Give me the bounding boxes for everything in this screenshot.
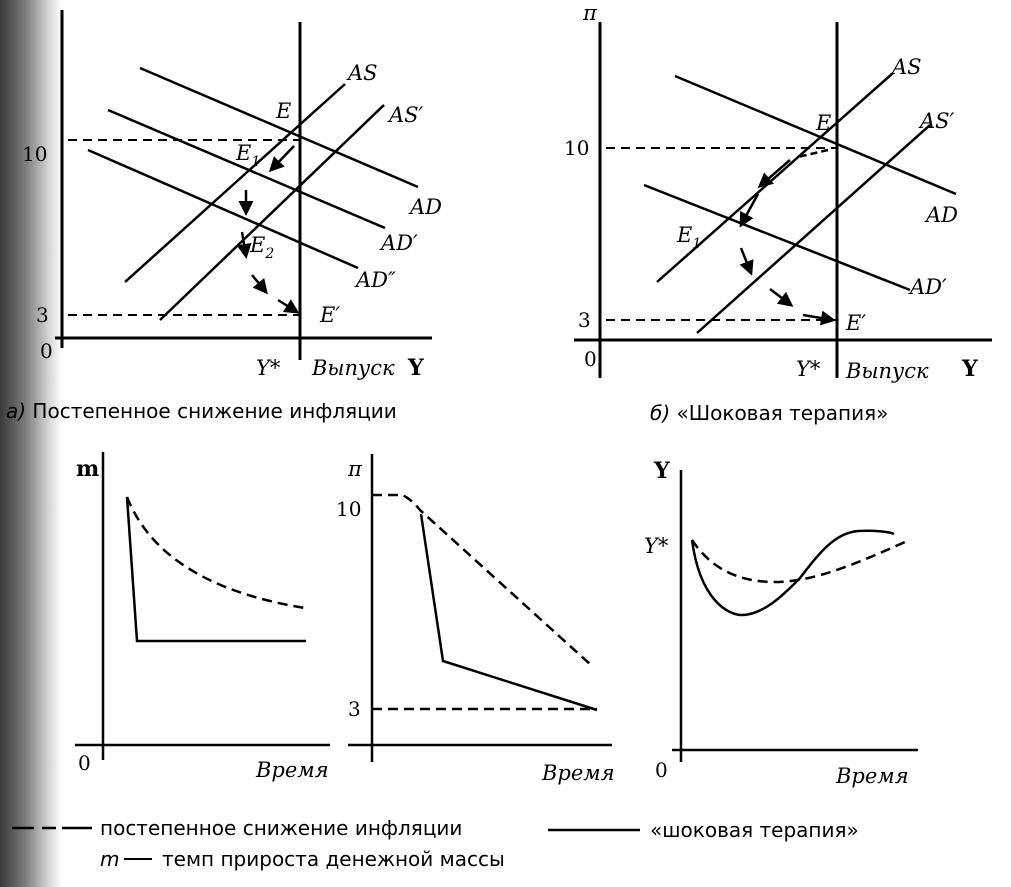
panel-b-origin: 0	[584, 347, 597, 371]
panel-y-gradual-line	[690, 539, 906, 584]
panel-y-x-axis-label: Время	[835, 764, 909, 788]
panel-b-x-axis-label: Y	[961, 356, 978, 382]
panel-a-ad-prime-curve	[107, 108, 386, 230]
panel-y-origin: 0	[655, 758, 668, 782]
panel-b-point-e1: E1	[676, 223, 701, 252]
panel-b-tick-3: 3	[578, 308, 591, 332]
panel-a-point-e1: E1	[235, 141, 260, 170]
panel-b-ad-prime-label: AD′	[908, 275, 947, 299]
panel-a-tick-10: 10	[22, 142, 47, 166]
panel-b: π 10 3 0 AS AS′ AD AD′ E E1 E′ Y* Выпуск…	[564, 1, 992, 425]
panel-a-arrow-5	[277, 298, 300, 314]
panel-m-gradual-line	[125, 496, 306, 610]
panel-a-point-e: E	[275, 99, 291, 123]
panel-b-arrow-3	[739, 247, 754, 276]
panel-m-x-axis-label: Время	[255, 758, 329, 782]
panel-a-x-axis-label: Y	[407, 355, 424, 381]
panel-b-caption: б) «Шоковая терапия»	[650, 401, 888, 425]
panel-b-output-label: Выпуск	[845, 359, 929, 383]
panel-b-point-e: E	[815, 111, 831, 135]
panel-pi-gradual-line	[372, 493, 592, 666]
legend-m-desc: темп прироста денежной массы	[162, 847, 505, 871]
legend-solid-label: «шоковая терапия»	[650, 818, 859, 842]
panel-b-as-label: AS	[890, 55, 922, 79]
panel-a-arrow-3	[236, 231, 252, 259]
panel-a-ad-double-prime-label: AD″	[354, 268, 396, 292]
panel-m-origin: 0	[78, 751, 91, 775]
panel-a-point-e-prime: E′	[319, 303, 340, 327]
panel-b-point-e-prime: E′	[845, 311, 866, 335]
panel-y-ystar-label: Y*	[644, 534, 669, 558]
legend: постепенное снижение инфляции «шоковая т…	[12, 816, 859, 871]
panel-pi-tick-10: 10	[336, 497, 361, 521]
panel-b-arrow-2	[739, 193, 760, 228]
panel-a-origin: 0	[40, 339, 53, 363]
panel-a: 10 3 0 AS AS′ AD AD′ AD″ E E1 E2 E′ Y* В…	[6, 10, 442, 423]
panel-a-point-e2: E2	[249, 233, 274, 262]
panel-a-ad-prime-label: AD′	[379, 231, 418, 255]
panel-b-arrow-1	[757, 159, 791, 188]
panel-a-ad-curve	[139, 66, 419, 189]
panel-b-ad-prime-curve	[643, 183, 911, 292]
panel-a-ad-label: AD	[408, 195, 442, 219]
legend-m-symbol: m	[100, 847, 119, 871]
panel-y: Y Y* 0 Время	[644, 458, 918, 788]
panel-a-ystar-label: Y*	[256, 356, 281, 380]
panel-a-ad-double-prime-curve	[87, 148, 359, 270]
panel-a-output-label: Выпуск	[311, 356, 395, 380]
panel-b-dashed-segment	[797, 148, 829, 159]
panel-a-tick-3: 3	[36, 303, 49, 327]
panel-a-as-label: AS	[346, 61, 378, 85]
panel-b-as-prime-label: AS′	[918, 109, 955, 133]
panel-pi-y-axis-label: π	[347, 457, 363, 481]
panel-pi-shock-line	[419, 513, 598, 712]
panel-b-ystar-label: Y*	[796, 357, 821, 381]
panel-b-arrow-5	[802, 310, 836, 326]
panel-pi-x-axis-label: Время	[541, 761, 615, 785]
panel-m-y-axis-label: m	[76, 456, 99, 482]
scan-edge-shadow	[0, 0, 62, 887]
panel-b-tick-10: 10	[564, 136, 589, 160]
panel-b-ad-curve	[674, 74, 957, 196]
panel-y-y-axis-label: Y	[653, 458, 670, 484]
panel-y-shock-line	[690, 529, 895, 617]
panel-a-as-prime-curve	[159, 104, 385, 321]
panel-a-arrow-1	[268, 145, 295, 173]
panel-m-shock-line	[125, 496, 306, 643]
panel-a-as-prime-label: AS′	[387, 103, 424, 127]
panel-a-as-curve	[124, 83, 346, 283]
panel-a-arrow-4	[251, 274, 268, 295]
panel-m: m 0 Время	[75, 452, 330, 782]
panel-b-as-prime-curve	[696, 124, 931, 334]
panel-pi-tick-3: 3	[348, 697, 361, 721]
panel-b-y-axis-label: π	[582, 1, 598, 25]
panel-b-as-curve	[656, 72, 894, 283]
panel-b-ad-label: AD	[924, 203, 958, 227]
legend-dashed-label: постепенное снижение инфляции	[100, 816, 462, 840]
panel-a-caption: а) Постепенное снижение инфляции	[6, 399, 397, 423]
panel-b-arrow-4	[769, 288, 794, 307]
panel-pi: π 10 3 Время	[336, 454, 615, 785]
